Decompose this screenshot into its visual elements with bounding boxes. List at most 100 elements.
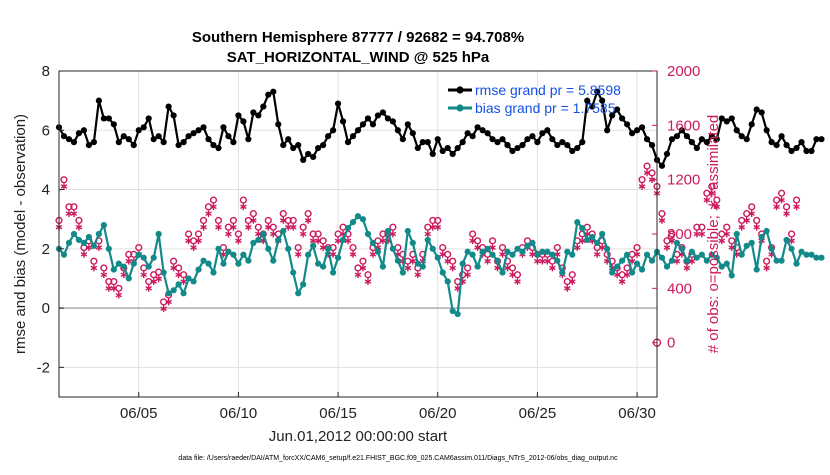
rmse-series-point [255, 112, 262, 119]
rmse-series-point [604, 127, 611, 134]
left-tick-label: 8 [42, 63, 50, 80]
obs-possible-point [209, 196, 218, 204]
bias-series-point [205, 260, 212, 267]
rmse-series-point [813, 136, 820, 143]
obs-possible-point [444, 250, 452, 258]
bias-series-point [190, 278, 197, 285]
obs-assimilated-point [504, 264, 511, 272]
obs-assimilated-point [289, 223, 297, 231]
obs-possible-point [777, 189, 786, 197]
rmse-series-point [180, 139, 187, 146]
bias-series-point [813, 254, 820, 261]
rmse-series-point [494, 139, 501, 146]
bias-series-point [698, 251, 705, 258]
rmse-series-point [648, 141, 656, 149]
rmse-series-point [619, 115, 626, 122]
obs-assimilated-point [549, 264, 556, 272]
obs-assimilated-point [110, 284, 118, 292]
rmse-series-point [260, 103, 267, 110]
bias-series-point [120, 263, 127, 270]
rmse-series-point [683, 133, 691, 140]
bias-series-point [464, 248, 471, 255]
obs-possible-point [668, 230, 676, 238]
obs-possible-point [145, 277, 153, 286]
obs-assimilated-point [160, 305, 167, 313]
obs-assimilated-point [554, 250, 561, 258]
obs-assimilated-point [464, 271, 471, 279]
bias-series-point [609, 269, 616, 276]
rmse-series-point [474, 124, 481, 131]
bias-series-point [394, 257, 401, 264]
obs-possible-point [319, 237, 327, 245]
bias-series-point [459, 260, 466, 267]
rmse-series-point [628, 130, 636, 137]
obs-possible-point [389, 223, 397, 231]
bias-series-point [155, 230, 162, 238]
obs-possible-point [568, 271, 576, 279]
rmse-series-point [250, 109, 257, 116]
legend-bias-label: bias grand pr = 1.7585 [475, 100, 616, 116]
obs-possible-point [782, 203, 791, 211]
obs-assimilated-point [294, 250, 302, 258]
rmse-series-point [354, 127, 362, 134]
bias-series-point [469, 251, 476, 258]
bias-series-point [499, 269, 506, 276]
bias-series-point [798, 248, 805, 255]
obs-possible-point [70, 203, 78, 211]
rmse-series-point [439, 147, 446, 155]
obs-assimilated-point [155, 275, 162, 283]
bias-series-point [325, 245, 332, 252]
rmse-series-point [105, 115, 112, 122]
bias-series-point [320, 263, 327, 270]
obs-possible-point [658, 210, 666, 218]
bias-series-point [200, 257, 207, 264]
bias-series-point [808, 251, 815, 258]
obs-possible-point [563, 277, 571, 286]
obs-possible-point [359, 257, 367, 265]
obs-possible-point [349, 243, 357, 252]
obs-assimilated-point [180, 278, 187, 285]
rmse-series-point [688, 139, 695, 146]
rmse-series-point [534, 139, 541, 146]
obs-possible-point [194, 230, 203, 238]
obs-possible-point [633, 243, 641, 252]
obs-assimilated-point [693, 230, 701, 238]
obs-assimilated-point [414, 271, 422, 279]
obs-assimilated-point [743, 217, 751, 224]
obs-assimilated-point [613, 271, 621, 279]
obs-possible-point [718, 230, 726, 238]
bias-series-point [683, 257, 691, 264]
bias-series-point [778, 257, 785, 264]
right-tick-label: 800 [667, 226, 692, 243]
bias-series-point [384, 227, 391, 235]
legend: rmse grand pr = 5.8598 bias grand pr = 1… [448, 82, 621, 116]
rmse-series-point [484, 130, 491, 137]
bias-series-point [514, 245, 521, 252]
bias-series-point [305, 251, 312, 258]
rmse-series-point [160, 139, 167, 146]
bias-series-point [70, 230, 78, 238]
obs-assimilated-point [728, 244, 736, 251]
rmse-series-point [245, 136, 252, 143]
rmse-series-point [594, 88, 601, 95]
obs-assimilated-point [200, 223, 207, 231]
bias-series-point [105, 245, 112, 252]
obs-assimilated-point [349, 250, 357, 258]
obs-assimilated-point [723, 230, 731, 238]
obs-assimilated-point [170, 264, 177, 272]
rmse-series-point [384, 115, 391, 122]
rmse-series-point [140, 124, 147, 131]
rmse-series-point [280, 141, 287, 149]
rmse-series-point [529, 133, 536, 140]
obs-possible-point [90, 257, 98, 265]
rmse-series-point [85, 141, 92, 149]
obs-assimilated-point [683, 264, 691, 272]
bias-series-point [175, 281, 182, 288]
rmse-series-point [225, 133, 232, 140]
bias-series-point [180, 290, 187, 297]
obs-assimilated-point [643, 169, 651, 177]
rmse-series-point [364, 115, 372, 122]
rmse-series-point [344, 139, 352, 146]
obs-possible-point [434, 216, 442, 225]
rmse-series-point [424, 139, 431, 146]
